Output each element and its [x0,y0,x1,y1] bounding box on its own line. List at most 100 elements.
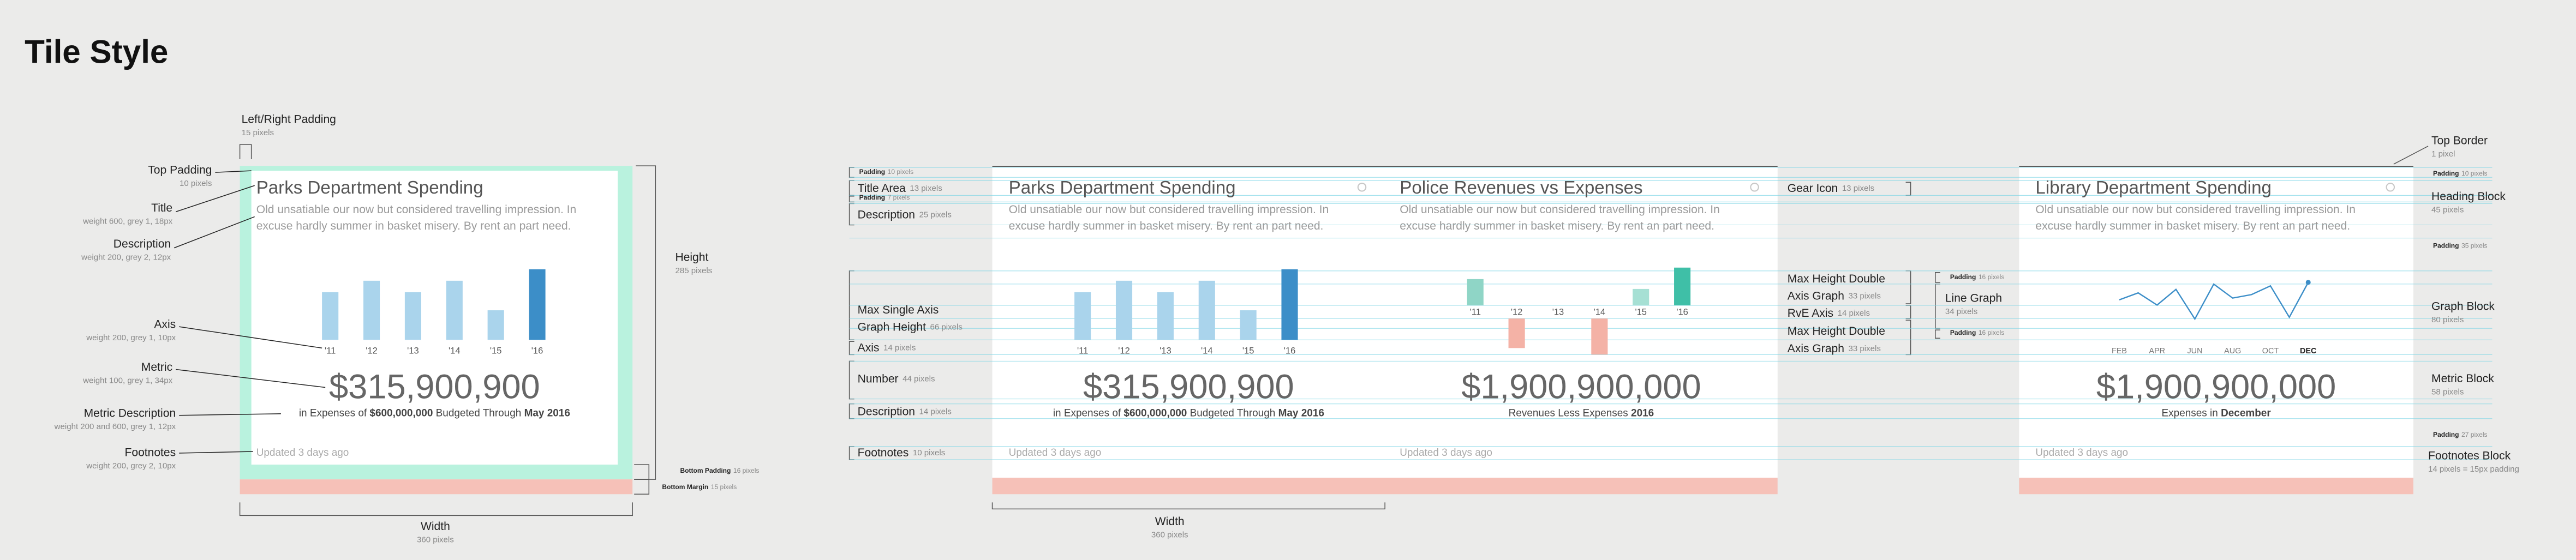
annotation-label-text: Padding [2433,242,2459,250]
tile-description: Old unsatiable our now but considered tr… [1009,203,1329,216]
annotation-label: Title [151,202,172,214]
annotation-label: Gear Icon 13 pixels [1788,182,1874,195]
annotation-detail: 10 pixels [180,179,212,188]
annotation-detail: 27 pixels [2461,431,2488,438]
annotation-detail: 13 pixels [1842,184,1874,193]
metric-description-part: 2016 [1631,408,1654,419]
annotation-label-text: Description [858,405,915,418]
metric-description-part: Budgeted Through [1187,408,1278,419]
leader-line [175,185,255,213]
annotation-label: Line Graph [1945,292,2002,305]
metric-description-part: May 2016 [1278,408,1324,419]
annotation-detail: 44 pixels [903,374,935,383]
annotation-label-text: Graph Height [858,321,926,333]
axis-label: '11 [325,346,336,356]
annotation-label: Metric Description [84,407,176,419]
annotation-detail: weight 200, grey 2, 10px [86,461,176,471]
axis-label: '13 [407,346,419,356]
annotation-label: Description 25 pixels [858,208,952,221]
annotation-label: Padding 7 pixels [859,194,910,201]
annotation-detail: 14 pixels = 15px padding [2428,465,2519,474]
bar [1281,269,1298,340]
annotation-label: Heading Block [2431,190,2506,203]
axis-label: '14 [1201,346,1213,356]
annotation-label: Bottom Margin 15 pixels [662,483,737,491]
annotation-detail: 15 pixels [711,483,737,491]
metric-description-part: in Expenses of [299,408,370,419]
tile [2019,166,2413,478]
footnote: Updated 3 days ago [256,447,349,459]
metric-description-part: May 2016 [524,408,570,419]
annotation-label-text: Bottom Padding [680,467,731,474]
bar [1633,288,1649,306]
annotation-label: RvE Axis 14 pixels [1788,307,1870,320]
tile-description: excuse hardly summer in basket misery. B… [1400,220,1714,232]
metric: $1,900,900,000 [1461,368,1701,406]
bar [1674,267,1691,306]
annotation-detail: 360 pixels [1151,531,1188,540]
bar [363,280,380,340]
annotation-detail: 80 pixels [2431,315,2464,324]
axis-label: APR [2149,347,2165,356]
metric-description-part: in Expenses of [1053,408,1124,419]
annotation-detail: 25 pixels [919,210,952,219]
bar [404,292,421,340]
annotation-label-text: Axis Graph [1788,290,1844,302]
metric-description-part: December [2221,408,2271,419]
axis-label: '12 [366,346,378,356]
gear-icon [1357,182,1367,192]
annotation-label: Axis Graph 33 pixels [1788,342,1881,354]
annotation-detail: weight 100, grey 1, 34px [82,376,172,385]
annotation-detail: 16 pixels [733,467,760,474]
leader-line [176,369,326,388]
axis-label: AUG [2224,347,2241,356]
axis-label: '13 [1552,306,1564,317]
metric-description: Expenses in December [2162,408,2272,419]
annotation-detail: weight 600, grey 1, 18px [82,216,172,226]
metric: $315,900,900 [329,368,540,406]
bar [1591,318,1608,355]
annotation-label: Axis 14 pixels [858,341,916,354]
annotation-label: Padding 16 pixels [1950,329,2004,336]
bar [446,280,463,340]
annotation-detail: 66 pixels [930,323,962,332]
leader-line [179,451,253,454]
annotation-detail: weight 200 and 600, grey 1, 12px [54,422,176,431]
annotation-label: Height [675,251,708,263]
bar [1240,310,1257,340]
axis-label: '12 [1511,306,1523,317]
annotation-detail: 33 pixels [1849,291,1881,300]
annotation-detail: 14 pixels [883,343,916,352]
bar [529,269,546,340]
annotation-label-text: Padding [859,168,885,176]
annotation-label: Axis [154,318,176,331]
footnote: Updated 3 days ago [2035,447,2128,459]
axis-label: FEB [2112,347,2127,356]
bottom-margin [992,478,1778,495]
annotation-detail: 1 pixel [2431,149,2455,159]
axis-label: '14 [1594,306,1606,317]
bar [1467,279,1484,306]
annotation-detail: 10 pixels [913,448,945,457]
annotation-label: Graph Block [2431,300,2495,313]
axis-label: '16 [531,346,543,356]
annotation-label: Padding 35 pixels [2433,242,2487,250]
leader-line [215,170,252,173]
annotation-label: Padding 16 pixels [1950,273,2004,281]
axis-label: '14 [449,346,461,356]
metric: $315,900,900 [1083,368,1294,406]
annotation-label-text: Axis [858,341,880,354]
annotation-label-text: Bottom Margin [662,483,708,491]
annotation-label-text: Padding [859,194,885,201]
annotation-label: Metric [141,361,172,374]
metric-description-part: Expenses in [2162,408,2221,419]
annotation-label: Width [421,520,450,533]
annotation-label-text: Padding [1950,273,1976,281]
annotation-label: Bottom Padding 16 pixels [680,467,759,474]
gear-icon [2386,182,2395,192]
axis-label: '15 [1242,346,1254,356]
annotation-detail: 15 pixels [242,128,274,137]
annotation-detail: 13 pixels [910,184,942,193]
tile-description: excuse hardly summer in basket misery. B… [256,220,571,232]
annotation-detail: 45 pixels [2431,205,2464,214]
